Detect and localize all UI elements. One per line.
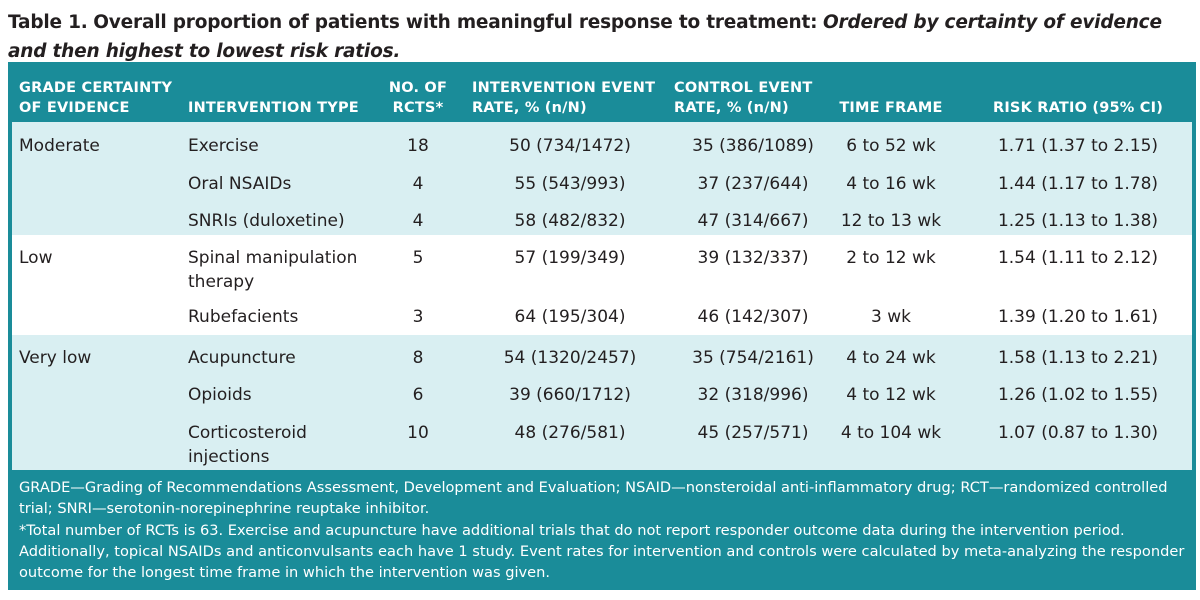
intervention-rate: 48 (276/581) bbox=[514, 423, 626, 443]
time-frame: 12 to 13 wk bbox=[840, 211, 942, 231]
intervention-type: Acupuncture bbox=[188, 348, 296, 368]
rct-count: 10 bbox=[407, 423, 429, 443]
risk-ratio: 1.07 (0.87 to 1.30) bbox=[997, 423, 1159, 443]
time-frame: 2 to 12 wk bbox=[846, 248, 936, 268]
rct-count: 4 bbox=[412, 211, 424, 231]
intervention-type: Oral NSAIDs bbox=[188, 174, 292, 194]
time-frame: 4 to 104 wk bbox=[840, 423, 942, 443]
control-rate: 39 (132/337) bbox=[697, 248, 809, 268]
intervention-rate: 55 (543/993) bbox=[514, 174, 626, 194]
rct-count: 5 bbox=[412, 248, 424, 268]
control-rate: 32 (318/996) bbox=[697, 385, 809, 405]
time-frame: 4 to 16 wk bbox=[846, 174, 936, 194]
header-rcts: NO. OF RCTS* bbox=[388, 80, 448, 116]
time-frame: 6 to 52 wk bbox=[846, 136, 936, 156]
header-type: INTERVENTION TYPE bbox=[188, 100, 359, 116]
control-rate: 37 (237/644) bbox=[697, 174, 809, 194]
risk-ratio: 1.26 (1.02 to 1.55) bbox=[997, 385, 1159, 405]
group-very-low: Very low Acupuncture 8 54 (1320/2457) 35… bbox=[12, 335, 1192, 470]
risk-ratio: 1.71 (1.37 to 2.15) bbox=[997, 136, 1159, 156]
header-grade: GRADE CERTAINTY OF EVIDENCE bbox=[19, 80, 173, 116]
results-table: GRADE CERTAINTY OF EVIDENCE INTERVENTION… bbox=[8, 62, 1196, 590]
table-caption: Overall proportion of patients with mean… bbox=[93, 12, 818, 33]
table-title: Table 1. Overall proportion of patients … bbox=[8, 8, 1196, 66]
intervention-rate: 58 (482/832) bbox=[514, 211, 626, 231]
header-risk-ratio: RISK RATIO (95% CI) bbox=[992, 100, 1164, 116]
rct-total-note: *Total number of RCTs is 63. Exercise an… bbox=[19, 521, 1185, 582]
group-moderate: Moderate Exercise 18 50 (734/1472) 35 (3… bbox=[12, 122, 1192, 235]
rct-count: 6 bbox=[412, 385, 424, 405]
intervention-rate: 39 (660/1712) bbox=[509, 385, 631, 405]
grade-cell: Moderate bbox=[19, 136, 100, 156]
intervention-rate: 64 (195/304) bbox=[514, 307, 626, 327]
rct-count: 4 bbox=[412, 174, 424, 194]
control-rate: 35 (754/2161) bbox=[692, 348, 814, 368]
group-low: Low Spinal manipulation therapy 5 57 (19… bbox=[12, 235, 1192, 335]
control-rate: 35 (386/1089) bbox=[692, 136, 814, 156]
time-frame: 3 wk bbox=[871, 307, 911, 327]
table-subtitle: Ordered by certainty of evidence and the… bbox=[8, 12, 1162, 62]
header-intervention-rate: INTERVENTION EVENT RATE, % (n/N) bbox=[472, 80, 656, 116]
intervention-rate: 54 (1320/2457) bbox=[503, 348, 637, 368]
rct-count: 18 bbox=[407, 136, 429, 156]
time-frame: 4 to 12 wk bbox=[846, 385, 936, 405]
intervention-type: Corticosteroid injections bbox=[188, 423, 307, 467]
grade-cell: Very low bbox=[19, 348, 92, 368]
risk-ratio: 1.25 (1.13 to 1.38) bbox=[997, 211, 1159, 231]
risk-ratio: 1.54 (1.11 to 2.12) bbox=[997, 248, 1159, 268]
intervention-type: Spinal manipulation therapy bbox=[188, 248, 358, 292]
intervention-rate: 50 (734/1472) bbox=[509, 136, 631, 156]
abbreviations-note: GRADE—Grading of Recommendations Assessm… bbox=[19, 479, 1168, 518]
risk-ratio: 1.44 (1.17 to 1.78) bbox=[997, 174, 1159, 194]
risk-ratio: 1.58 (1.13 to 2.21) bbox=[997, 348, 1159, 368]
control-rate: 45 (257/571) bbox=[697, 423, 809, 443]
intervention-type: SNRIs (duloxetine) bbox=[188, 211, 345, 231]
intervention-type: Rubefacients bbox=[188, 307, 299, 327]
grade-cell: Low bbox=[19, 248, 53, 268]
rct-count: 3 bbox=[412, 307, 424, 327]
intervention-rate: 57 (199/349) bbox=[514, 248, 626, 268]
intervention-type: Opioids bbox=[188, 385, 252, 405]
control-rate: 47 (314/667) bbox=[697, 211, 809, 231]
header-time-frame: TIME FRAME bbox=[839, 100, 943, 116]
control-rate: 46 (142/307) bbox=[697, 307, 809, 327]
table-footnotes: GRADE—Grading of Recommendations Assessm… bbox=[12, 470, 1192, 586]
time-frame: 4 to 24 wk bbox=[846, 348, 936, 368]
table-header: GRADE CERTAINTY OF EVIDENCE INTERVENTION… bbox=[12, 66, 1192, 122]
rct-count: 8 bbox=[412, 348, 424, 368]
header-control-rate: CONTROL EVENT RATE, % (n/N) bbox=[674, 80, 813, 116]
table-label: Table 1. bbox=[8, 12, 88, 33]
intervention-type: Exercise bbox=[188, 136, 259, 156]
risk-ratio: 1.39 (1.20 to 1.61) bbox=[997, 307, 1159, 327]
